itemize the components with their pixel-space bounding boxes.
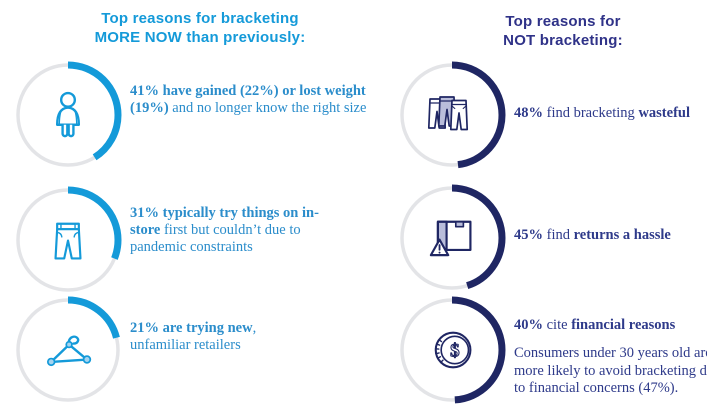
left-title-line2: MORE NOW than previously: — [94, 28, 306, 46]
reason-text: 31% typically try things on in-store fir… — [130, 205, 326, 256]
reason-text: 41% have gained (22%) or lost weight (19… — [130, 83, 368, 117]
reason-text-bold: 45% — [514, 227, 543, 243]
reason-text-regular: find — [543, 227, 574, 243]
reason-text-regular: find bracketing — [543, 105, 639, 121]
percent-ring-40: $ — [398, 296, 506, 404]
reason-item-weight: 41% have gained (22%) or lost weight (19… — [14, 61, 366, 169]
reason-text-regular: first but couldn’t due to pandemic const… — [130, 222, 301, 255]
jeans-icon — [426, 89, 478, 141]
reason-item-returns-hassle: 45% find returns a hassle — [398, 184, 671, 292]
reason-text-bold: 40% — [514, 317, 543, 333]
pants-icon — [42, 214, 94, 266]
reason-item-financial: $ 40% cite financial reasons Consumers un… — [398, 296, 707, 404]
reason-text-regular: cite — [543, 317, 572, 333]
right-title-line2: NOT bracketing: — [503, 31, 623, 49]
reason-text-bold: wasteful — [638, 105, 690, 121]
person-icon — [42, 89, 94, 141]
svg-text:$: $ — [450, 341, 459, 362]
reason-item-instore: 31% typically try things on in-store fir… — [14, 186, 319, 294]
package-warning-icon — [426, 212, 478, 264]
reason-text-bold: returns a hassle — [573, 227, 671, 243]
coin-icon: $ — [426, 324, 478, 376]
percent-ring-21 — [14, 296, 122, 404]
reason-text-regular: , unfamiliar retailers — [130, 320, 257, 353]
reason-text-bold: 48% — [514, 105, 543, 121]
right-column-title: Top reasons for NOT bracketing: — [433, 13, 693, 50]
reason-item-wasteful: 48% find bracketing wasteful — [398, 61, 690, 169]
reason-text: 40% cite financial reasons Consumers unde… — [514, 317, 707, 398]
reason-text-bold: 41% have gained (22%) or lost weight (19… — [130, 83, 366, 116]
reason-text-regular: and no longer know the right size — [168, 100, 367, 116]
percent-ring-31 — [14, 186, 122, 294]
reason-text: 48% find bracketing wasteful — [514, 105, 707, 122]
percent-ring-48 — [398, 61, 506, 169]
right-title-line1: Top reasons for — [505, 13, 621, 30]
reason-text-bold: 21% are trying new — [130, 320, 253, 336]
reason-text-bold: 31% typically try things on in-store — [130, 205, 319, 238]
reason-text: 45% find returns a hassle — [514, 227, 707, 244]
reason-text-bold: financial reasons — [571, 317, 676, 333]
footnote: Consumers under 30 years old are more li… — [514, 345, 707, 396]
reason-item-new-retailers: 21% are trying new, unfamiliar retailers — [14, 296, 256, 404]
left-title-line1: Top reasons for bracketing — [101, 10, 299, 27]
reason-text: 21% are trying new, unfamiliar retailers — [130, 320, 288, 354]
percent-ring-45 — [398, 184, 506, 292]
hanger-icon — [42, 324, 94, 376]
percent-ring-41 — [14, 61, 122, 169]
left-column-title: Top reasons for bracketing MORE NOW than… — [40, 10, 360, 47]
